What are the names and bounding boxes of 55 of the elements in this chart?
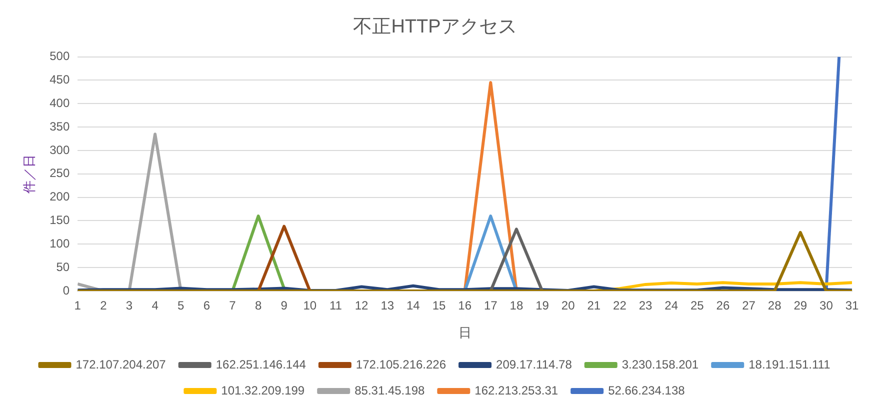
x-tick-label: 4	[152, 298, 159, 313]
x-tick-label: 29	[794, 298, 808, 313]
legend-label: 162.251.146.144	[216, 357, 306, 372]
x-tick-label: 16	[458, 298, 472, 313]
legend-label: 52.66.234.138	[608, 383, 686, 398]
x-tick-label: 24	[664, 298, 678, 313]
y-tick-label: 450	[50, 72, 70, 87]
x-tick-label: 12	[354, 298, 369, 313]
x-tick-label: 27	[742, 298, 756, 313]
y-tick-label: 250	[50, 166, 70, 180]
y-axis-title: 件／日	[21, 154, 36, 194]
y-tick-label: 100	[50, 236, 70, 250]
x-tick-label: 13	[380, 298, 394, 313]
legend-label: 85.31.45.198	[354, 383, 425, 398]
y-tick-label: 150	[50, 213, 70, 228]
x-tick-label: 30	[820, 298, 834, 313]
x-tick-label: 28	[768, 298, 782, 313]
x-tick-label: 7	[229, 298, 236, 313]
x-tick-label: 18	[510, 298, 524, 313]
x-tick-label: 8	[254, 298, 262, 313]
x-tick-label: 9	[280, 298, 288, 313]
y-tick-label: 400	[50, 96, 70, 110]
x-tick-label: 2	[100, 298, 108, 313]
x-tick-label: 17	[484, 298, 498, 313]
y-tick-label: 200	[50, 190, 70, 204]
legend-label: 172.105.216.226	[356, 357, 446, 372]
y-tick-label: 0	[62, 283, 70, 298]
y-tick-label: 300	[50, 142, 70, 157]
x-tick-label: 5	[178, 298, 185, 313]
legend-label: 209.17.114.78	[496, 357, 572, 372]
x-tick-label: 31	[845, 298, 859, 313]
x-tick-label: 15	[432, 298, 446, 313]
x-tick-label: 22	[613, 298, 627, 313]
x-tick-label: 3	[126, 298, 133, 313]
chart-title: 不正HTTPアクセス	[353, 16, 517, 38]
x-tick-label: 19	[536, 298, 550, 313]
y-tick-label: 350	[50, 119, 70, 134]
x-tick-label: 21	[587, 298, 601, 313]
y-tick-label: 50	[56, 260, 70, 274]
x-axis-title: 日	[458, 324, 472, 340]
x-tick-label: 20	[561, 298, 576, 313]
x-tick-label: 26	[716, 298, 730, 313]
y-tick-label: 500	[50, 49, 70, 64]
legend-label: 101.32.209.199	[221, 383, 305, 398]
x-tick-label: 10	[303, 298, 317, 313]
legend-label: 18.191.151.111	[748, 357, 831, 372]
legend-label: 172.107.204.207	[76, 357, 166, 372]
x-tick-label: 6	[203, 298, 210, 313]
x-tick-label: 11	[330, 298, 342, 313]
x-tick-label: 1	[74, 298, 82, 313]
x-tick-label: 14	[406, 298, 420, 313]
x-tick-label: 25	[690, 298, 704, 313]
legend-label: 162.213.253.31	[474, 383, 558, 398]
legend-label: 3.230.158.201	[622, 357, 699, 372]
x-tick-label: 23	[638, 298, 652, 313]
